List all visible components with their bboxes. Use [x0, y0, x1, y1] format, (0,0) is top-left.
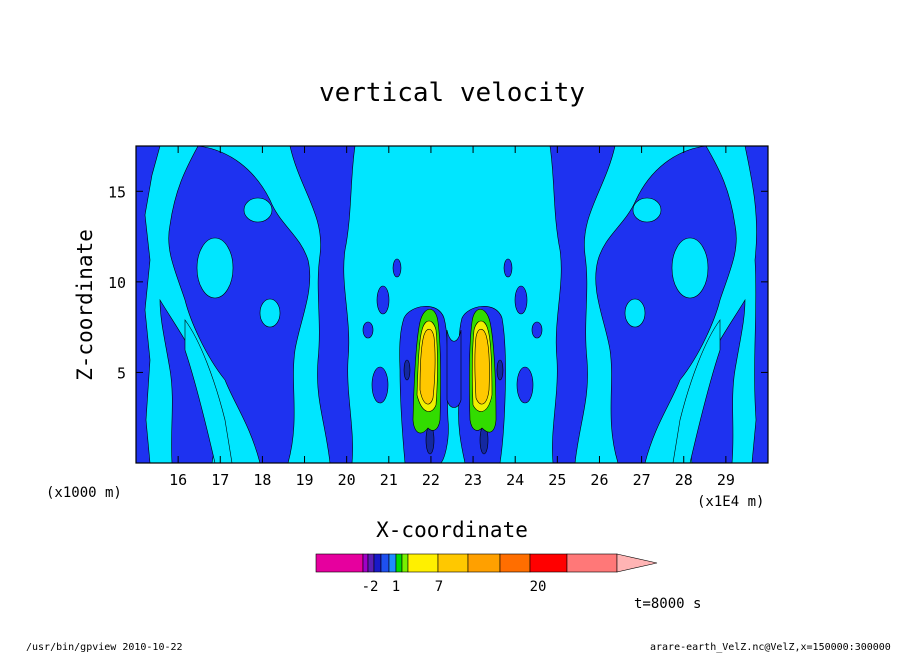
- colorbar-segment: [437, 553, 469, 573]
- contour-blue: [503, 258, 513, 278]
- contour-blue: [371, 366, 389, 404]
- contour-blue: [516, 366, 534, 404]
- contour-orange: [474, 328, 490, 405]
- colorbar-segment: [499, 553, 531, 573]
- y-tick-label: 10: [108, 274, 126, 292]
- colorbar-segment: [401, 553, 409, 573]
- colorbar-segment: [315, 553, 364, 573]
- x-tick-label: 17: [211, 471, 229, 489]
- contour-blue: [392, 258, 402, 278]
- x-axis: 16 17 18 19 20 21 22 23 24 25 26 27 28 29: [169, 146, 735, 489]
- x-tick-label: 29: [717, 471, 735, 489]
- contour-dark-blue: [403, 359, 411, 381]
- contour-cyan: [196, 237, 234, 299]
- contour-blue: [289, 146, 356, 463]
- contour-blue: [376, 285, 390, 315]
- x-tick-label: 16: [169, 471, 187, 489]
- x-unit-label: (x1E4 m): [697, 494, 764, 510]
- colorbar-segment: [529, 553, 568, 573]
- colorbar: [315, 553, 658, 573]
- x-tick-label: 24: [506, 471, 524, 489]
- colorbar-segment: [467, 553, 501, 573]
- contour-blue: [549, 146, 616, 463]
- contour-blue: [595, 146, 737, 463]
- contour-cyan: [671, 237, 709, 299]
- colorbar-segment: [407, 553, 439, 573]
- contour-cyan: [259, 298, 281, 328]
- contour-cyan: [624, 298, 646, 328]
- colorbar-segment: [373, 553, 382, 573]
- colorbar-segment: [367, 553, 375, 573]
- contour-field: [136, 146, 768, 463]
- contour-orange: [419, 328, 436, 405]
- x-tick-label: 19: [296, 471, 314, 489]
- colorbar-segment: [388, 553, 397, 573]
- colorbar-segment: [380, 553, 390, 573]
- contour-cyan: [243, 197, 273, 223]
- colorbar-tick-label: 20: [530, 579, 547, 595]
- contour-blue: [744, 146, 768, 463]
- x-tick-label: 22: [422, 471, 440, 489]
- colorbar-tick-label: 1: [392, 579, 400, 595]
- plot-frame: [135, 145, 769, 464]
- contour-blue: [446, 329, 462, 408]
- contour-dark-blue: [496, 359, 504, 381]
- time-label: t=8000 s: [634, 596, 701, 612]
- contour-blue: [531, 321, 543, 339]
- x-tick-label: 25: [548, 471, 566, 489]
- y-axis: 5 10 15: [108, 183, 768, 382]
- x-tick-label: 27: [633, 471, 651, 489]
- contour-blue: [136, 146, 161, 463]
- contour-blue: [168, 146, 311, 463]
- colorbar-tick-label: -2: [362, 579, 379, 595]
- colorbar-segment: [566, 553, 618, 573]
- contour-cyan: [184, 319, 233, 463]
- chart-title: vertical velocity: [319, 78, 585, 108]
- x-axis-title: X-coordinate: [376, 518, 528, 542]
- x-tick-label: 18: [253, 471, 271, 489]
- contour-cyan: [672, 319, 721, 463]
- contour-blue: [514, 285, 528, 315]
- contour-cyan: [632, 197, 662, 223]
- footer-right: arare-earth_VelZ.nc@VelZ,x=150000:300000: [650, 642, 891, 653]
- y-tick-label: 5: [117, 364, 126, 382]
- x-tick-label: 26: [590, 471, 608, 489]
- x-tick-label: 21: [380, 471, 398, 489]
- y-tick-label: 15: [108, 183, 126, 201]
- x-tick-label: 23: [464, 471, 482, 489]
- colorbar-segment: [395, 553, 403, 573]
- contour-blue: [362, 321, 374, 339]
- colorbar-extend-arrow: [616, 553, 658, 573]
- footer-left: /usr/bin/gpview 2010-10-22: [26, 642, 183, 653]
- y-unit-label: (x1000 m): [46, 485, 122, 501]
- colorbar-segment: [362, 553, 369, 573]
- y-axis-title: Z-coordinate: [73, 229, 97, 381]
- colorbar-tick-label: 7: [435, 579, 443, 595]
- x-tick-label: 28: [675, 471, 693, 489]
- x-tick-label: 20: [338, 471, 356, 489]
